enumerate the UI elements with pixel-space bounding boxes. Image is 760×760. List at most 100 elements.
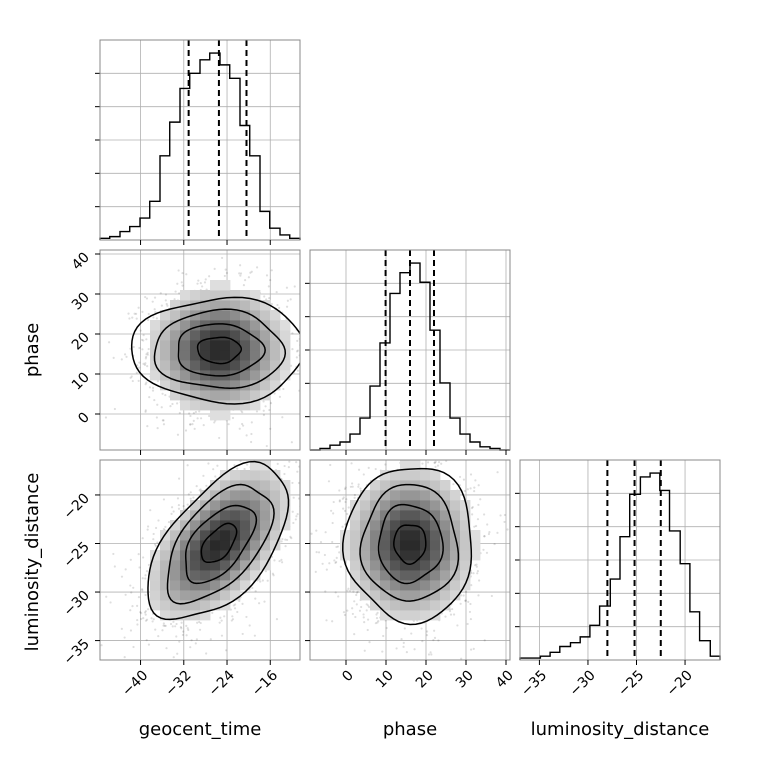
scatter-geocent-time-vs-phase-density-cell xyxy=(190,320,201,331)
scatter-geocent-time-vs-luminosity-distance-point xyxy=(144,574,147,577)
scatter-phase-vs-luminosity-distance-point xyxy=(471,513,474,516)
scatter-geocent-time-vs-phase-density-cell xyxy=(220,360,231,371)
scatter-geocent-time-vs-luminosity-distance-density-cell xyxy=(250,560,261,571)
scatter-geocent-time-vs-luminosity-distance-point xyxy=(140,588,144,591)
scatter-phase-vs-luminosity-distance-point xyxy=(427,653,431,656)
scatter-geocent-time-vs-phase-density-cell xyxy=(270,370,281,381)
scatter-phase-vs-luminosity-distance-point xyxy=(490,594,493,598)
scatter-phase-vs-luminosity-distance-point xyxy=(365,609,368,612)
scatter-geocent-time-vs-luminosity-distance-density-cell xyxy=(220,560,231,571)
scatter-geocent-time-vs-luminosity-distance-density-cell xyxy=(180,600,191,611)
scatter-geocent-time-vs-phase-point xyxy=(135,317,138,320)
scatter-geocent-time-vs-phase-point xyxy=(296,339,299,342)
scatter-phase-vs-luminosity-distance-point xyxy=(475,563,478,566)
scatter-geocent-time-vs-phase-point xyxy=(269,278,272,282)
scatter-phase-vs-luminosity-distance-point xyxy=(367,605,371,609)
scatter-geocent-time-vs-luminosity-distance-point xyxy=(233,607,237,610)
scatter-geocent-time-vs-phase-point xyxy=(295,350,299,353)
scatter-geocent-time-vs-phase-density-cell xyxy=(250,350,261,361)
scatter-geocent-time-vs-phase-point xyxy=(144,362,147,365)
scatter-phase-vs-luminosity-distance-point xyxy=(351,485,354,488)
scatter-phase-vs-luminosity-distance-point xyxy=(323,553,326,557)
scatter-geocent-time-vs-phase-density-cell xyxy=(260,390,271,401)
scatter-geocent-time-vs-luminosity-distance-point xyxy=(231,615,234,618)
scatter-geocent-time-vs-phase-point xyxy=(196,282,199,285)
scatter-geocent-time-vs-luminosity-distance-point xyxy=(147,563,151,567)
scatter-geocent-time-vs-luminosity-distance-density-cell xyxy=(250,570,261,581)
scatter-geocent-time-vs-phase-density xyxy=(150,280,291,421)
scatter-geocent-time-vs-phase-point xyxy=(164,293,168,296)
scatter-geocent-time-vs-luminosity-distance-point xyxy=(202,474,205,477)
scatter-geocent-time-vs-phase-point xyxy=(276,303,279,307)
scatter-geocent-time-vs-luminosity-distance-point xyxy=(223,615,226,618)
scatter-geocent-time-vs-phase-point xyxy=(130,375,133,378)
scatter-geocent-time-vs-luminosity-distance-density-cell xyxy=(180,610,191,621)
scatter-geocent-time-vs-luminosity-distance: −40 −32 −24 −16−35−30−25−20 xyxy=(61,459,301,700)
scatter-geocent-time-vs-luminosity-distance-point xyxy=(132,586,135,589)
scatter-geocent-time-vs-phase-density-cell xyxy=(210,280,221,291)
scatter-geocent-time-vs-luminosity-distance-density-cell xyxy=(210,520,221,531)
scatter-geocent-time-vs-phase-point xyxy=(198,410,201,413)
scatter-geocent-time-vs-luminosity-distance-density-cell xyxy=(220,490,231,501)
scatter-geocent-time-vs-luminosity-distance-density-cell xyxy=(260,480,271,491)
scatter-phase-vs-luminosity-distance-point xyxy=(402,645,405,648)
scatter-geocent-time-vs-phase-point xyxy=(138,361,141,364)
scatter-geocent-time-vs-luminosity-distance-density-cell xyxy=(210,580,221,591)
scatter-geocent-time-vs-luminosity-distance-density-cell xyxy=(200,570,211,581)
scatter-geocent-time-vs-phase-point xyxy=(144,295,147,299)
scatter-geocent-time-vs-phase-density-cell xyxy=(220,280,231,291)
scatter-geocent-time-vs-phase-point xyxy=(131,379,134,383)
scatter-phase-vs-luminosity-distance-point xyxy=(366,604,370,607)
scatter-geocent-time-vs-luminosity-distance-density-cell xyxy=(260,490,271,501)
scatter-geocent-time-vs-luminosity-distance-density-cell xyxy=(190,560,201,571)
scatter-geocent-time-vs-phase-density-cell xyxy=(280,360,291,371)
scatter-geocent-time-vs-phase-density-cell xyxy=(190,360,201,371)
scatter-geocent-time-vs-phase-point xyxy=(166,304,169,307)
scatter-geocent-time-vs-luminosity-distance-point xyxy=(296,513,299,516)
scatter-geocent-time-vs-phase-point xyxy=(145,338,148,341)
scatter-geocent-time-vs-phase-point xyxy=(144,409,147,412)
scatter-geocent-time-vs-phase-point xyxy=(220,256,224,260)
scatter-phase-vs-luminosity-distance-point xyxy=(469,648,473,651)
scatter-geocent-time-vs-luminosity-distance-point xyxy=(287,466,290,469)
scatter-geocent-time-vs-phase-density-cell xyxy=(240,330,251,341)
scatter-geocent-time-vs-luminosity-distance-point xyxy=(181,633,184,637)
scatter-geocent-time-vs-luminosity-distance-point xyxy=(281,537,284,541)
scatter-geocent-time-vs-phase-density-cell xyxy=(160,340,171,351)
scatter-geocent-time-vs-phase-point xyxy=(146,353,149,356)
scatter-phase-vs-luminosity-distance-point xyxy=(353,496,356,499)
scatter-geocent-time-vs-phase-point xyxy=(242,424,245,427)
scatter-geocent-time-vs-phase-density-cell xyxy=(230,370,241,381)
scatter-phase-vs-luminosity-distance-point xyxy=(486,523,489,526)
scatter-geocent-time-vs-luminosity-distance-density-cell xyxy=(160,580,171,591)
scatter-geocent-time-vs-phase-density-cell xyxy=(170,360,181,371)
scatter-geocent-time-vs-luminosity-distance-point xyxy=(283,472,286,476)
scatter-geocent-time-vs-phase-point xyxy=(208,275,211,278)
scatter-geocent-time-vs-luminosity-distance-point xyxy=(136,604,139,607)
scatter-geocent-time-vs-luminosity-distance-density-cell xyxy=(250,480,261,491)
scatter-geocent-time-vs-phase-point xyxy=(278,395,282,398)
scatter-geocent-time-vs-luminosity-distance-point xyxy=(140,617,143,621)
scatter-geocent-time-vs-luminosity-distance-point xyxy=(172,510,175,513)
scatter-geocent-time-vs-luminosity-distance-point xyxy=(225,649,228,652)
scatter-geocent-time-vs-luminosity-distance-density-cell xyxy=(250,500,261,511)
scatter-geocent-time-vs-luminosity-distance-point xyxy=(216,464,219,467)
scatter-geocent-time-vs-phase-point xyxy=(291,332,294,335)
scatter-geocent-time-vs-luminosity-distance-density-cell xyxy=(230,570,241,581)
scatter-geocent-time-vs-luminosity-distance-density-cell xyxy=(280,480,291,491)
scatter-geocent-time-vs-phase-density-cell xyxy=(200,330,211,341)
scatter-geocent-time-vs-luminosity-distance-density-cell xyxy=(220,480,231,491)
scatter-phase-vs-luminosity-distance-point xyxy=(375,616,379,620)
scatter-phase-vs-luminosity-distance-point xyxy=(433,461,436,464)
scatter-geocent-time-vs-luminosity-distance-density-cell xyxy=(260,500,271,511)
scatter-phase-vs-luminosity-distance-point xyxy=(346,609,349,612)
scatter-geocent-time-vs-luminosity-distance-density-cell xyxy=(170,530,181,541)
scatter-geocent-time-vs-phase-point xyxy=(169,405,172,408)
scatter-geocent-time-vs-phase-point xyxy=(239,272,243,275)
scatter-geocent-time-vs-phase-point xyxy=(153,296,157,299)
scatter-geocent-time-vs-luminosity-distance-density-cell xyxy=(170,580,181,591)
scatter-phase-vs-luminosity-distance-point xyxy=(449,613,453,616)
scatter-phase-vs-luminosity-distance-point xyxy=(425,630,429,633)
scatter-geocent-time-vs-phase-point xyxy=(127,312,130,315)
scatter-geocent-time-vs-phase-point xyxy=(161,392,164,395)
